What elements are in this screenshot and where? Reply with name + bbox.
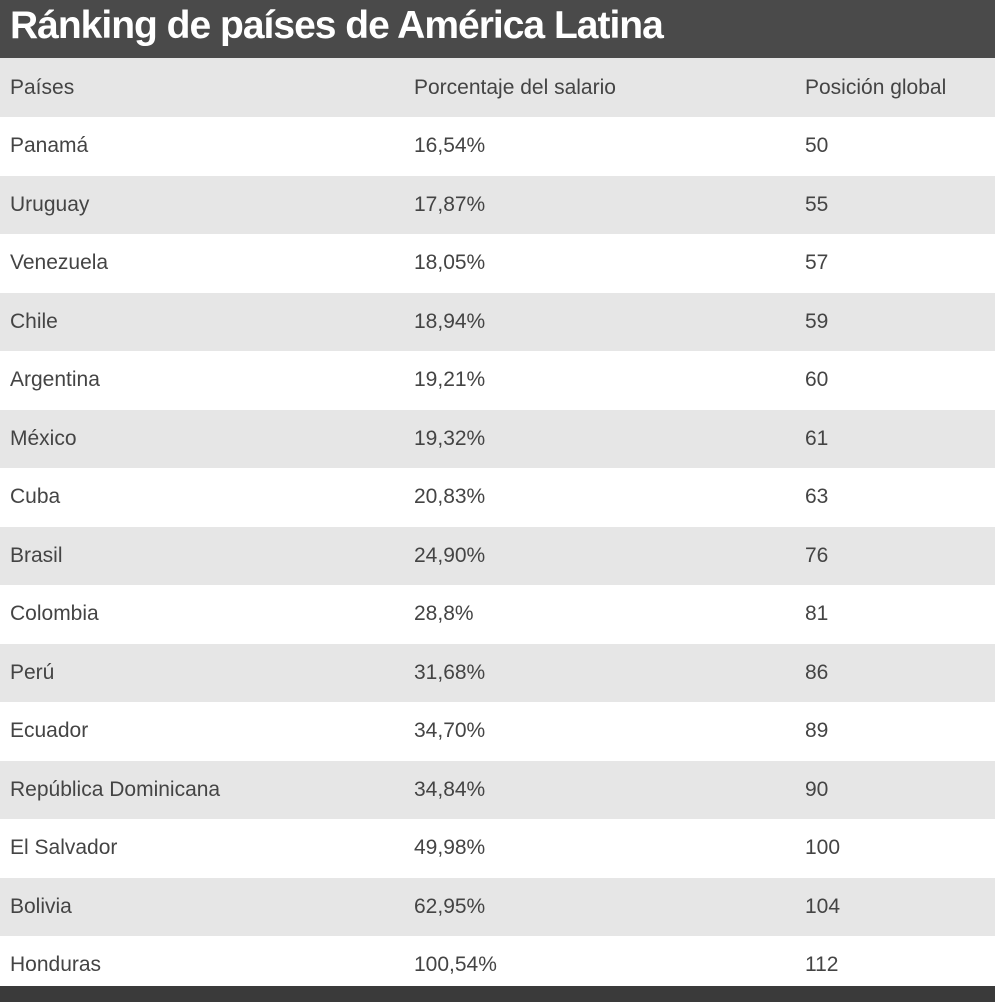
country-cell: Perú bbox=[10, 660, 55, 684]
global-position-cell: 59 bbox=[805, 309, 829, 333]
salary-percentage-cell: 49,98% bbox=[414, 836, 486, 860]
ranking-table: Países Porcentaje del salario Posición g… bbox=[0, 58, 995, 995]
salary-percentage-cell: 62,95% bbox=[414, 894, 486, 918]
global-position-cell: 112 bbox=[805, 953, 839, 977]
table-row: El Salvador 49,98% 100 bbox=[0, 819, 995, 878]
global-position-cell: 60 bbox=[805, 368, 829, 392]
global-position-cell: 61 bbox=[805, 426, 829, 450]
column-header-paises: Países bbox=[10, 75, 75, 99]
salary-percentage-cell: 19,32% bbox=[414, 426, 486, 450]
salary-percentage-cell: 19,21% bbox=[414, 368, 486, 392]
country-cell: Venezuela bbox=[10, 251, 109, 275]
global-position-cell: 55 bbox=[805, 192, 829, 216]
table-row: Perú 31,68% 86 bbox=[0, 643, 995, 702]
table-row: Honduras 100,54% 112 bbox=[0, 936, 995, 995]
table-row: Cuba 20,83% 63 bbox=[0, 468, 995, 527]
country-cell: Cuba bbox=[10, 485, 61, 509]
table-row: México 19,32% 61 bbox=[0, 409, 995, 468]
salary-percentage-cell: 34,70% bbox=[414, 719, 486, 743]
table-header-row: Países Porcentaje del salario Posición g… bbox=[0, 58, 995, 117]
global-position-cell: 50 bbox=[805, 134, 829, 158]
salary-percentage-cell: 28,8% bbox=[414, 602, 474, 626]
country-cell: Bolivia bbox=[10, 894, 72, 918]
table-body: Panamá 16,54% 50 Uruguay 17,87% 55 Venezuela 18… bbox=[0, 117, 995, 995]
table-row: Ecuador 34,70% 89 bbox=[0, 702, 995, 761]
global-position-cell: 63 bbox=[805, 485, 829, 509]
table-row: Venezuela 18,05% 57 bbox=[0, 234, 995, 293]
salary-percentage-cell: 24,90% bbox=[414, 543, 486, 567]
global-position-cell: 76 bbox=[805, 543, 829, 567]
table-row: Bolivia 62,95% 104 bbox=[0, 877, 995, 936]
salary-percentage-cell: 18,05% bbox=[414, 251, 486, 275]
global-position-cell: 104 bbox=[805, 894, 841, 918]
page-title: Ránking de países de América Latina bbox=[10, 4, 664, 47]
table-row: Argentina 19,21% 60 bbox=[0, 351, 995, 410]
country-cell: El Salvador bbox=[10, 836, 118, 860]
salary-percentage-cell: 17,87% bbox=[414, 192, 486, 216]
global-position-cell: 57 bbox=[805, 251, 829, 275]
country-cell: Uruguay bbox=[10, 192, 90, 216]
table-row: Uruguay 17,87% 55 bbox=[0, 175, 995, 234]
country-cell: México bbox=[10, 426, 77, 450]
global-position-cell: 89 bbox=[805, 719, 829, 743]
country-cell: Argentina bbox=[10, 368, 100, 392]
global-position-cell: 90 bbox=[805, 777, 829, 801]
country-cell: Panamá bbox=[10, 134, 89, 158]
country-cell: Honduras bbox=[10, 953, 102, 977]
country-cell: Chile bbox=[10, 309, 58, 333]
table-row: Brasil 24,90% 76 bbox=[0, 526, 995, 585]
table-row: Colombia 28,8% 81 bbox=[0, 585, 995, 644]
salary-percentage-cell: 34,84% bbox=[414, 777, 486, 801]
salary-percentage-cell: 31,68% bbox=[414, 660, 486, 684]
salary-percentage-cell: 20,83% bbox=[414, 485, 486, 509]
global-position-cell: 81 bbox=[805, 602, 829, 626]
title-bar: Ránking de países de América Latina bbox=[0, 0, 995, 58]
country-cell: Colombia bbox=[10, 602, 99, 626]
country-cell: Brasil bbox=[10, 543, 63, 567]
global-position-cell: 100 bbox=[805, 836, 841, 860]
country-cell: Ecuador bbox=[10, 719, 89, 743]
country-cell: República Dominicana bbox=[10, 777, 221, 801]
column-header-porcentaje: Porcentaje del salario bbox=[414, 75, 616, 99]
global-position-cell: 86 bbox=[805, 660, 829, 684]
column-header-posicion: Posición global bbox=[805, 75, 947, 99]
salary-percentage-cell: 16,54% bbox=[414, 134, 486, 158]
table-row: Chile 18,94% 59 bbox=[0, 292, 995, 351]
salary-percentage-cell: 100,54% bbox=[414, 953, 497, 977]
table-row: República Dominicana 34,84% 90 bbox=[0, 760, 995, 819]
table-row: Panamá 16,54% 50 bbox=[0, 117, 995, 176]
bottom-bar bbox=[0, 986, 995, 1002]
salary-percentage-cell: 18,94% bbox=[414, 309, 486, 333]
